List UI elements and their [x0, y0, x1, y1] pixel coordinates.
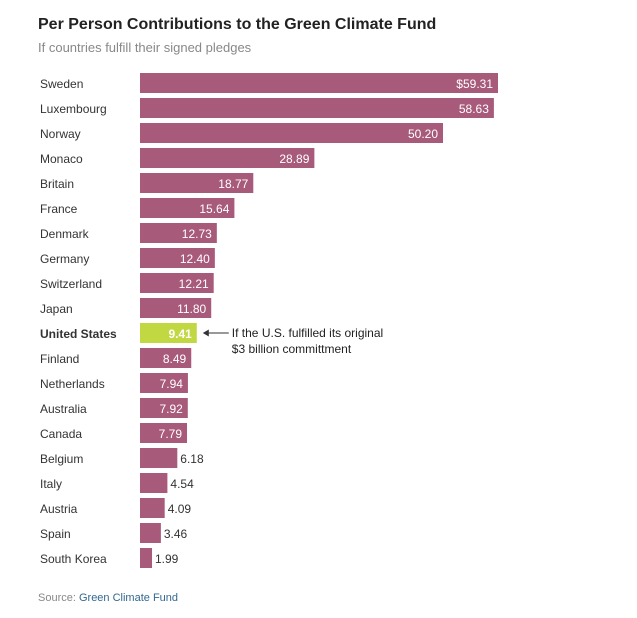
- bar-spain: [140, 523, 161, 543]
- annotation-arrow-head: [202, 329, 209, 337]
- bar-denmark: [140, 223, 217, 243]
- category-label-denmark: Denmark: [40, 227, 90, 241]
- category-label-britain: Britain: [40, 177, 74, 191]
- value-label-australia: 7.92: [159, 402, 183, 416]
- bar-france: [140, 198, 235, 218]
- value-label-switzerland: 12.21: [179, 277, 209, 291]
- category-label-switzerland: Switzerland: [40, 277, 102, 291]
- category-label-italy: Italy: [40, 477, 62, 491]
- bar-finland: [140, 348, 192, 368]
- bar-monaco: [140, 148, 315, 168]
- value-label-sweden: $59.31: [456, 77, 493, 91]
- annotation-line-2: $3 billion committment: [232, 342, 352, 356]
- value-label-japan: 11.80: [177, 302, 206, 316]
- category-label-austria: Austria: [40, 502, 78, 516]
- bar-italy: [140, 473, 168, 493]
- category-label-japan: Japan: [40, 302, 73, 316]
- bar-luxembourg: [140, 98, 494, 118]
- value-label-finland: 8.49: [163, 352, 187, 366]
- category-label-monaco: Monaco: [40, 152, 83, 166]
- value-label-denmark: 12.73: [182, 227, 212, 241]
- bar-belgium: [140, 448, 178, 468]
- category-label-belgium: Belgium: [40, 452, 83, 466]
- value-label-austria: 4.09: [168, 502, 192, 516]
- value-label-spain: 3.46: [164, 527, 188, 541]
- value-label-belgium: 6.18: [180, 452, 204, 466]
- value-label-italy: 4.54: [170, 477, 194, 491]
- source-prefix: Source:: [38, 592, 79, 604]
- category-label-netherlands: Netherlands: [40, 377, 105, 391]
- category-label-united-states: United States: [40, 327, 117, 341]
- value-label-germany: 12.40: [180, 252, 210, 266]
- category-label-norway: Norway: [40, 127, 81, 141]
- bar-norway: [140, 123, 444, 143]
- bar-austria: [140, 498, 165, 518]
- chart-title: Per Person Contributions to the Green Cl…: [38, 16, 437, 33]
- category-label-finland: Finland: [40, 352, 79, 366]
- value-label-france: 15.64: [199, 202, 229, 216]
- category-label-canada: Canada: [40, 427, 82, 441]
- bar-australia: [140, 398, 188, 418]
- category-label-germany: Germany: [40, 252, 89, 266]
- category-label-spain: Spain: [40, 527, 71, 541]
- source-note: Source: Green Climate Fund: [38, 592, 178, 604]
- category-label-australia: Australia: [40, 402, 87, 416]
- chart-subtitle: If countries fulfill their signed pledge…: [38, 40, 252, 55]
- bar-united-states: [140, 323, 197, 343]
- value-label-netherlands: 7.94: [160, 377, 184, 391]
- value-label-luxembourg: 58.63: [459, 102, 489, 116]
- category-label-luxembourg: Luxembourg: [40, 102, 107, 116]
- value-label-monaco: 28.89: [279, 152, 309, 166]
- value-label-south-korea: 1.99: [155, 552, 179, 566]
- annotation-line-1: If the U.S. fulfilled its original: [232, 326, 383, 340]
- bar-japan: [140, 298, 212, 318]
- source-link[interactable]: Green Climate Fund: [78, 592, 179, 604]
- value-label-united-states: 9.41: [168, 327, 192, 341]
- bar-germany: [140, 248, 215, 268]
- category-label-sweden: Sweden: [40, 77, 83, 91]
- bar-britain: [140, 173, 254, 193]
- bar-sweden: [140, 73, 498, 93]
- bar-switzerland: [140, 273, 214, 293]
- bar-south-korea: [140, 548, 153, 568]
- value-label-britain: 18.77: [218, 177, 248, 191]
- category-label-france: France: [40, 202, 78, 216]
- value-label-canada: 7.79: [159, 427, 183, 441]
- category-label-south-korea: South Korea: [40, 552, 107, 566]
- bar-canada: [140, 423, 188, 443]
- bar-netherlands: [140, 373, 188, 393]
- value-label-norway: 50.20: [408, 127, 438, 141]
